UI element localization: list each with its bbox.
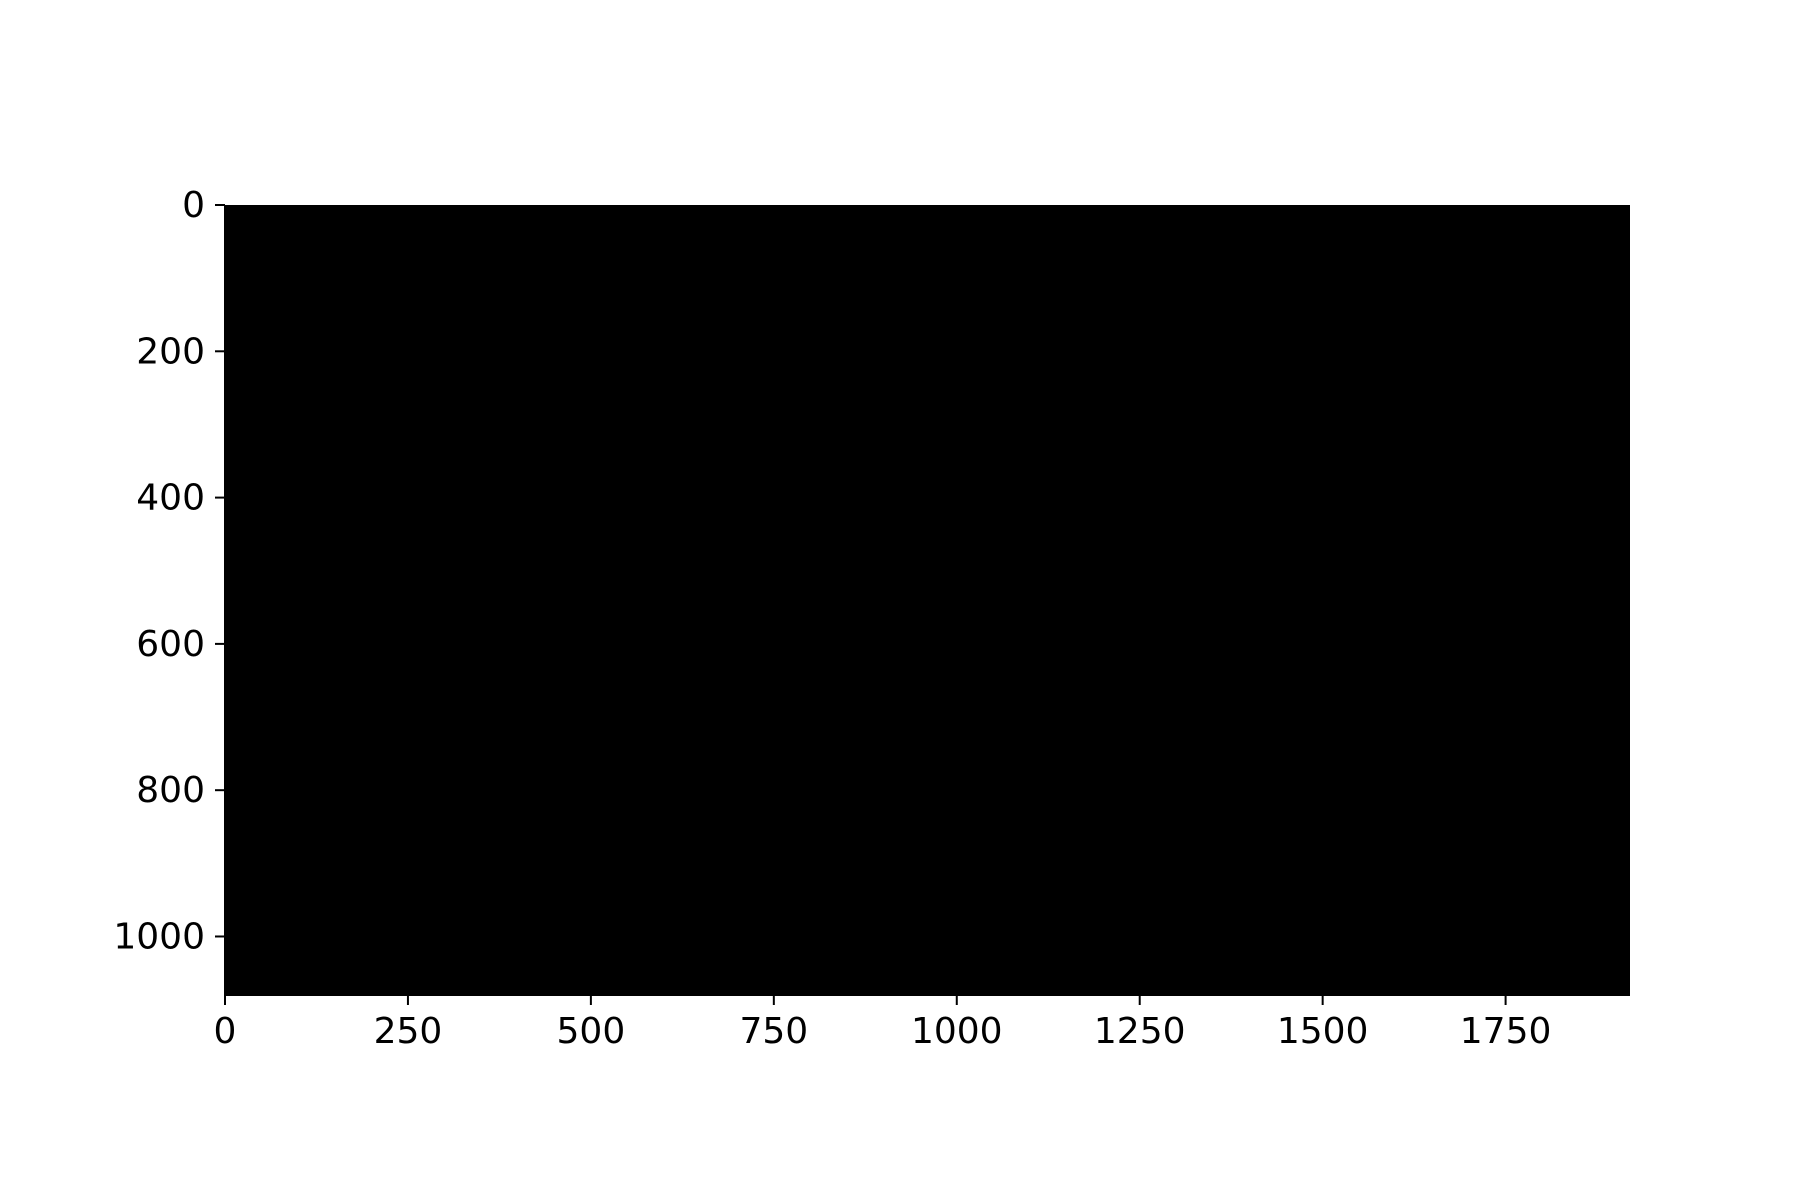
y-tick-label: 600 [136,624,205,665]
x-tick-label: 750 [739,1011,808,1052]
y-tick-label: 400 [136,478,205,519]
y-tick-label: 200 [136,331,205,372]
x-tick-label: 1500 [1277,1011,1369,1052]
x-tick-label: 500 [557,1011,626,1052]
y-axis-ticks: 0 200 400 600 800 1000 [113,185,225,957]
x-tick-label: 0 [214,1011,237,1052]
x-tick-label: 1000 [911,1011,1003,1052]
y-tick-label: 1000 [113,916,205,957]
x-tick-label: 1750 [1460,1011,1552,1052]
image-area [225,205,1630,995]
x-tick-label: 1250 [1094,1011,1186,1052]
y-tick-label: 0 [182,185,205,226]
x-axis-ticks: 0 250 500 750 1000 1250 1500 1750 [214,995,1552,1052]
x-tick-label: 250 [374,1011,443,1052]
y-tick-label: 800 [136,770,205,811]
plot-axes: 0 250 500 750 1000 1250 1500 1750 0 200 400 600 800… [113,185,1630,1052]
